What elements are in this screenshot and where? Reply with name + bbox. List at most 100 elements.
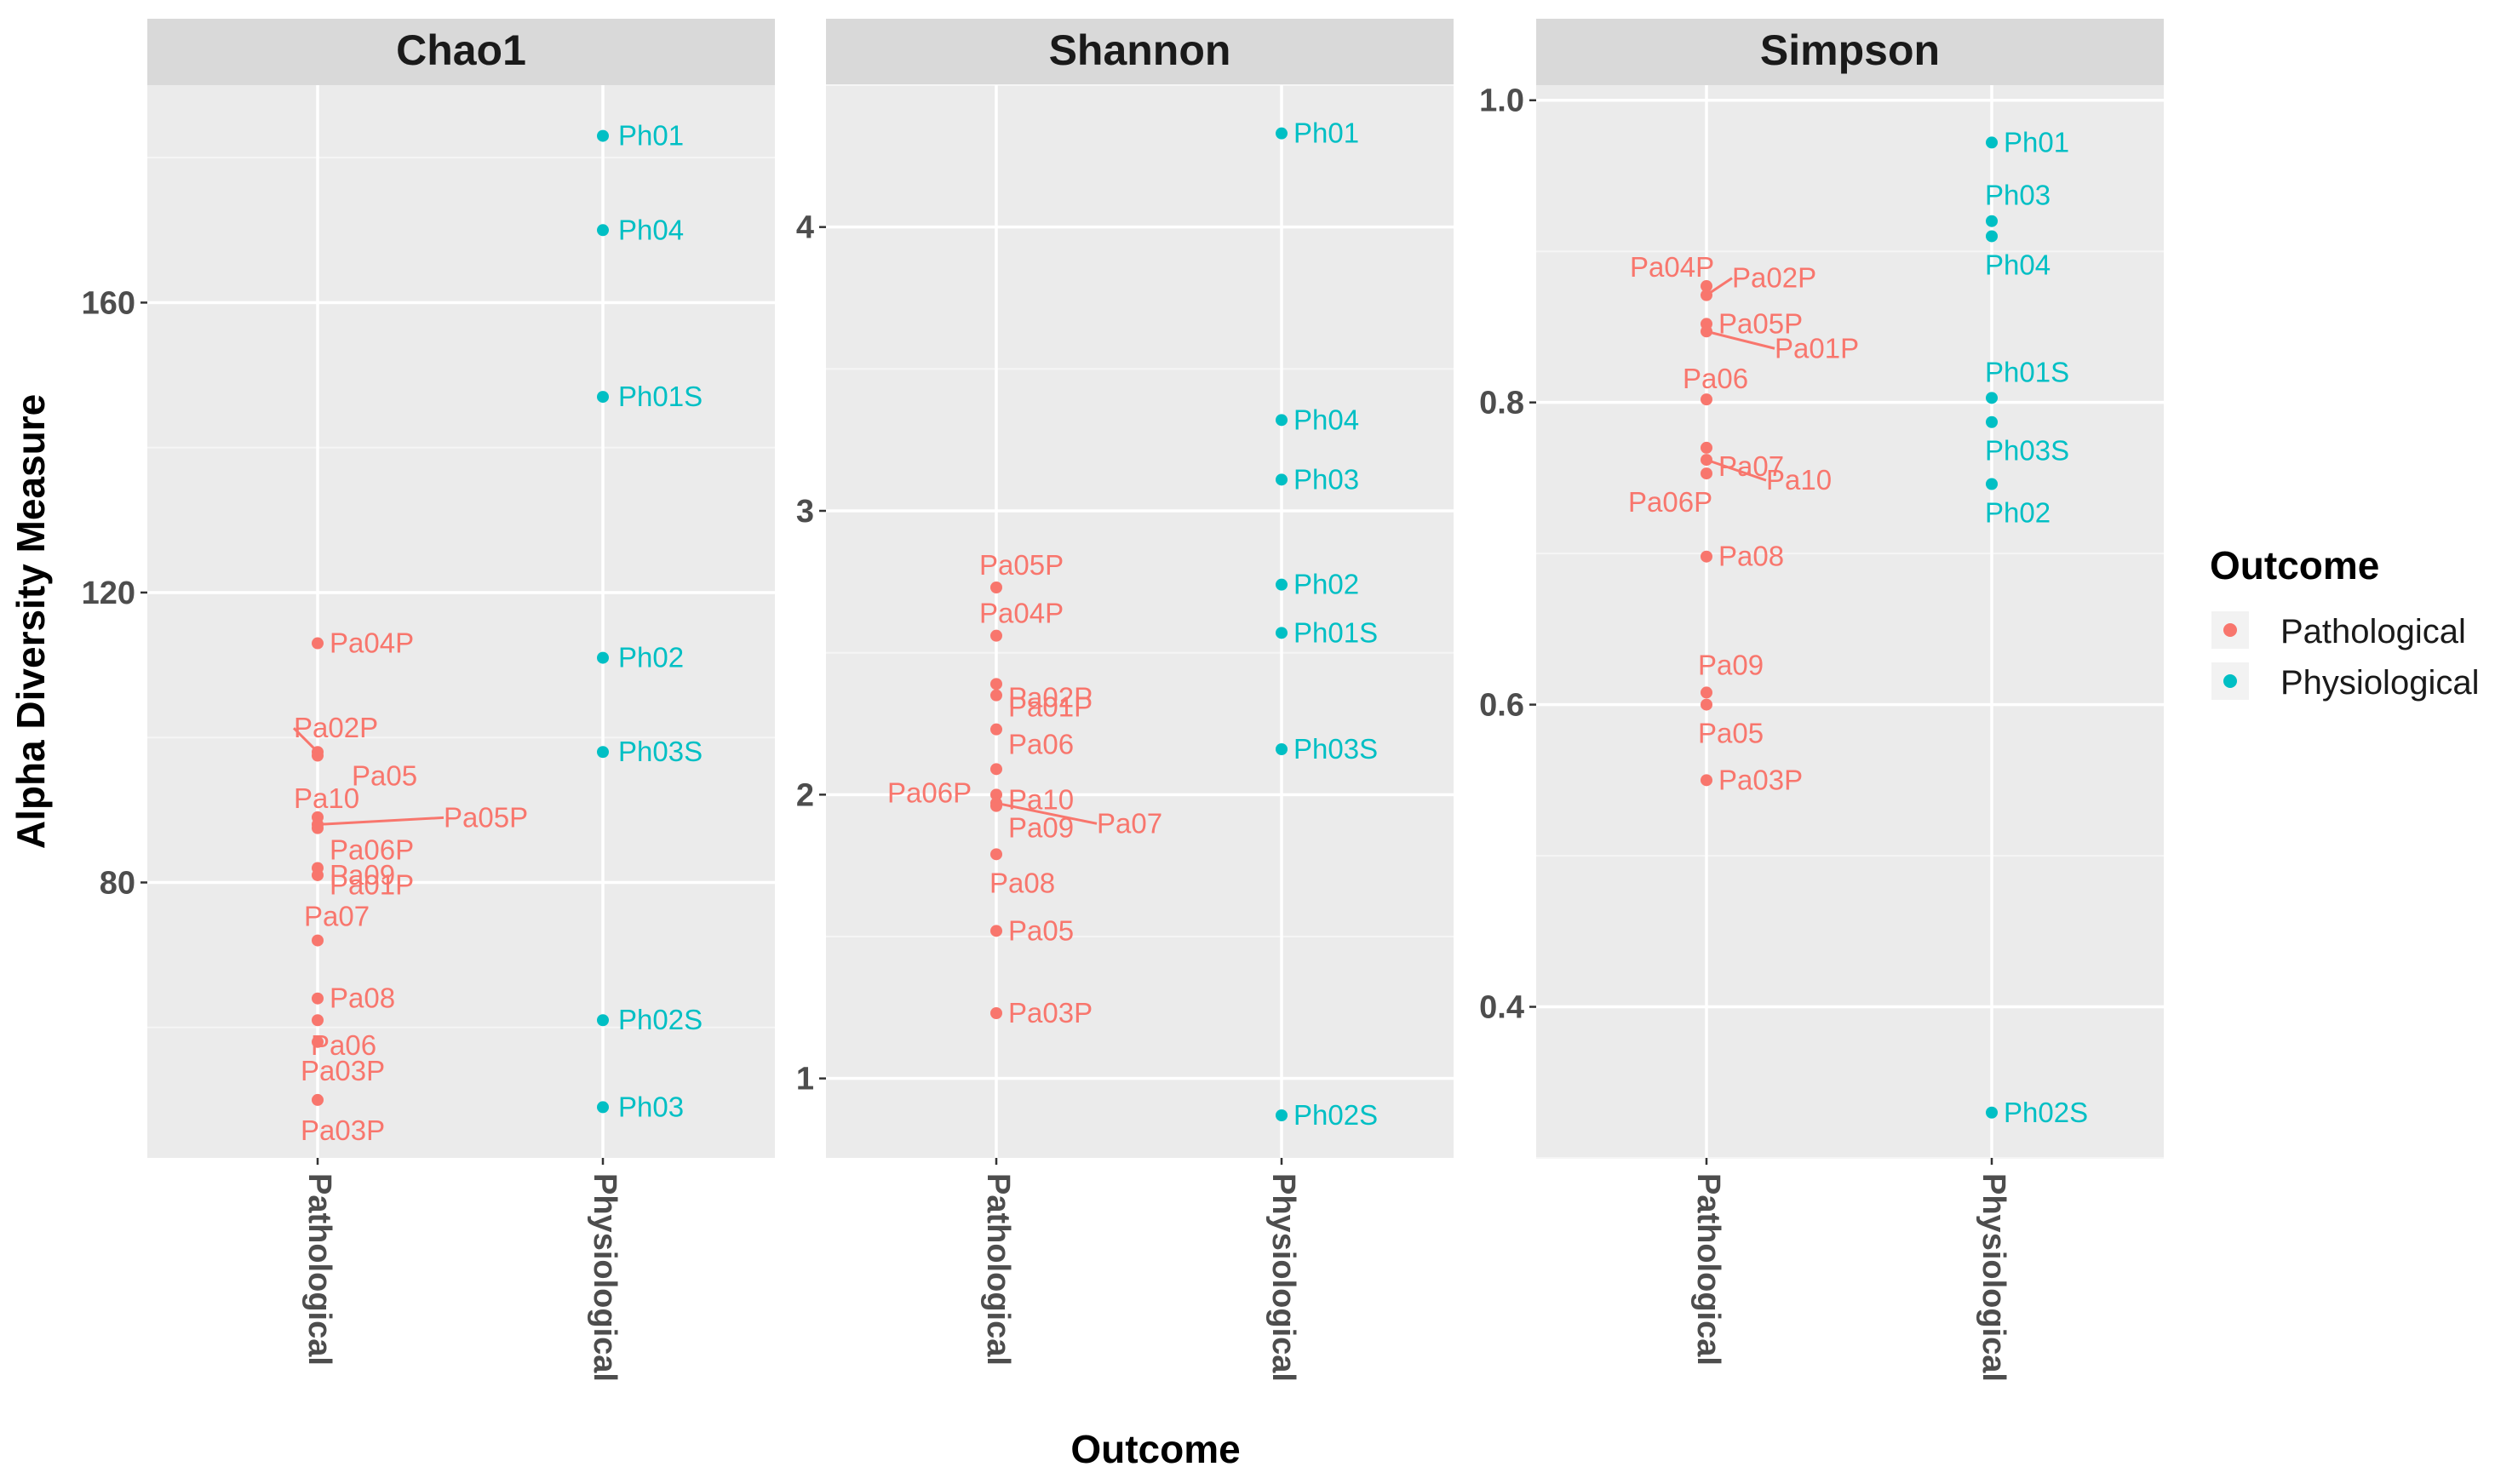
- point-label: Pa03P: [301, 1055, 385, 1086]
- data-point: [1986, 392, 1998, 404]
- x-tick-label: Physiological: [1265, 1173, 1301, 1382]
- point-label: Pa07: [1097, 807, 1162, 839]
- y-tick-label: 1.0: [1479, 83, 1524, 119]
- data-point: [1986, 136, 1998, 149]
- point-label: Pa10: [1766, 464, 1832, 496]
- point-label: Pa07: [304, 901, 370, 932]
- data-point: [1276, 743, 1288, 755]
- data-point: [312, 637, 324, 650]
- y-axis-title: Alpha Diversity Measure: [9, 394, 53, 849]
- facet-title: Simpson: [1760, 26, 1940, 74]
- data-point: [597, 1014, 609, 1027]
- x-tick-label: Pathological: [980, 1173, 1016, 1366]
- x-tick-label: Pathological: [1690, 1173, 1726, 1366]
- data-point: [1276, 1109, 1288, 1121]
- point-label: Ph02: [1985, 497, 2051, 529]
- facet-strip: [826, 19, 1454, 85]
- data-point: [1701, 454, 1712, 467]
- legend-dot-pathological: [2223, 623, 2237, 637]
- plot-background: [826, 85, 1454, 1158]
- point-label: Pa06P: [887, 776, 972, 808]
- legend-dot-physiological: [2223, 674, 2237, 688]
- point-label: Ph01: [2004, 126, 2069, 158]
- data-point: [1701, 280, 1712, 293]
- point-label: Pa03P: [301, 1114, 385, 1146]
- data-point: [990, 689, 1002, 702]
- point-label: Pa01P: [1775, 332, 1859, 364]
- point-label: Ph03: [1293, 463, 1359, 495]
- point-label: Ph02S: [1293, 1099, 1378, 1131]
- data-point: [1701, 698, 1712, 711]
- legend-label-physiological: Physiological: [2280, 664, 2479, 702]
- facet-panels: Chao1 80 120 160 Pathological Physiological Pa…: [82, 19, 2164, 1382]
- point-label: Ph02: [1293, 569, 1359, 600]
- point-label: Pa05: [1008, 914, 1074, 946]
- label-leader-line: [995, 801, 1098, 825]
- point-label: Ph03: [1985, 180, 2051, 211]
- data-point: [990, 629, 1002, 642]
- data-point: [990, 925, 1002, 937]
- point-label: Pa05: [1698, 718, 1764, 749]
- data-point: [312, 822, 324, 834]
- facet-strip: [147, 19, 775, 85]
- label-leader-line: [1706, 329, 1775, 350]
- point-label: Pa04P: [979, 598, 1064, 629]
- data-point: [1276, 578, 1288, 591]
- data-point: [1701, 441, 1712, 454]
- x-tick-label: Physiological: [587, 1173, 622, 1382]
- y-tick-label: 0.6: [1479, 688, 1524, 724]
- point-label: Ph02S: [618, 1004, 703, 1035]
- data-point: [312, 749, 324, 762]
- data-point: [312, 868, 324, 881]
- data-point: [1986, 478, 1998, 490]
- point-label: Pa06: [1683, 363, 1748, 394]
- data-point: [1276, 627, 1288, 639]
- data-point: [990, 1007, 1002, 1019]
- point-label: Ph01S: [1985, 356, 2069, 387]
- point-label: Ph03S: [618, 736, 703, 767]
- point-label: Ph04: [618, 214, 684, 245]
- point-label: Pa10: [1008, 783, 1074, 815]
- x-axis-title: Outcome: [1070, 1427, 1240, 1471]
- point-label: Pa03P: [1008, 997, 1093, 1028]
- data-point: [1986, 215, 1998, 227]
- data-point: [990, 678, 1002, 690]
- point-label: Pa06P: [1628, 486, 1712, 518]
- point-label: Pa01P: [330, 868, 414, 900]
- point-label: Ph03S: [1293, 733, 1378, 765]
- point-label: Pa08: [989, 867, 1055, 898]
- data-point: [1701, 774, 1712, 787]
- y-tick-label: 120: [82, 576, 135, 611]
- data-point: [597, 746, 609, 759]
- label-leader-line: [1706, 458, 1767, 482]
- data-point: [990, 723, 1002, 736]
- point-label: Ph01: [1293, 117, 1359, 149]
- point-label: Pa08: [1718, 541, 1784, 572]
- data-point: [1701, 393, 1712, 406]
- panel-simpson: Simpson 0.4 0.6 0.8 1.0 Pathological Physiolog…: [1479, 19, 2164, 1382]
- data-point: [990, 763, 1002, 776]
- point-label: Ph04: [1293, 404, 1359, 435]
- point-label: Pa01P: [1008, 691, 1093, 723]
- data-point: [1701, 550, 1712, 563]
- point-label: Pa07: [1718, 450, 1784, 482]
- point-label: Ph03S: [1985, 435, 2069, 467]
- y-tick-label: 160: [82, 285, 135, 321]
- data-point: [990, 848, 1002, 861]
- x-tick-label: Physiological: [1976, 1173, 2011, 1382]
- y-tick-label: 3: [796, 494, 814, 530]
- plot-background: [147, 85, 775, 1158]
- data-point: [597, 224, 609, 237]
- facet-strip: [1536, 19, 2164, 85]
- y-tick-label: 4: [796, 210, 814, 246]
- point-label: Pa05P: [444, 801, 528, 833]
- y-tick-label: 2: [796, 777, 814, 813]
- legend: Outcome Pathological Physiological: [2210, 543, 2479, 702]
- facet-title: Shannon: [1049, 26, 1231, 74]
- point-label: Pa04P: [1630, 251, 1714, 283]
- data-point: [1276, 414, 1288, 427]
- data-point: [312, 992, 324, 1005]
- data-point: [1701, 325, 1712, 338]
- point-label: Pa05: [352, 760, 417, 792]
